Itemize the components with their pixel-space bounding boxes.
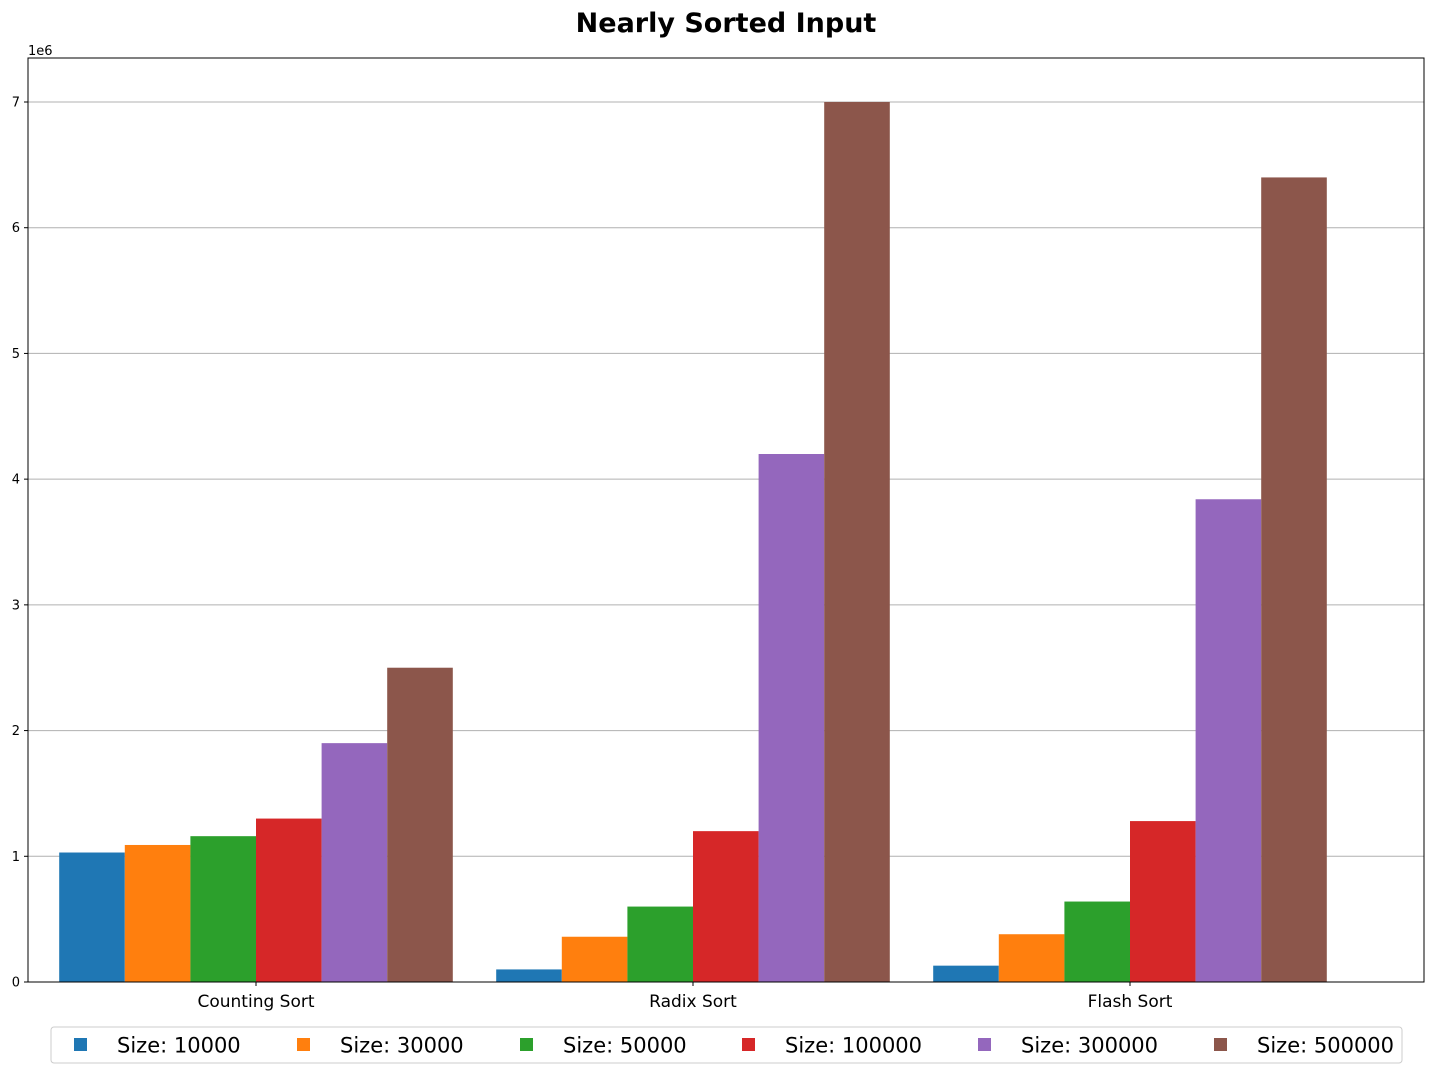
- chart-title: Nearly Sorted Input: [576, 8, 877, 39]
- bar-counting-sort-series-4: [321, 743, 388, 982]
- legend-swatch-3: [742, 1038, 755, 1051]
- x-tick-label-1: Radix Sort: [649, 992, 737, 1012]
- legend-swatch-1: [297, 1038, 310, 1051]
- legend-swatch-5: [1214, 1038, 1227, 1051]
- y-axis-ticks: 0 1 2 3 4 5 6 7: [12, 96, 28, 991]
- legend-label-2: Size: 50000: [563, 1034, 687, 1058]
- bar-radix-sort-series-1: [561, 936, 628, 982]
- bar-counting-sort-series-3: [256, 818, 322, 982]
- legend-swatch-4: [978, 1038, 991, 1051]
- legend-frame: [50, 1026, 1403, 1064]
- y-tick-label-1: 1: [12, 850, 20, 865]
- y-tick-label-7: 7: [12, 96, 20, 111]
- legend-label-3: Size: 100000: [785, 1034, 922, 1058]
- legend-swatch-2: [520, 1038, 533, 1051]
- bar-flash-sort-series-1: [998, 934, 1065, 982]
- bar-radix-sort-series-3: [693, 831, 759, 982]
- legend-label-0: Size: 10000: [117, 1034, 241, 1058]
- bar-radix-sort-series-4: [758, 454, 825, 982]
- plot-frame: [27, 57, 1425, 983]
- y-tick-label-6: 6: [12, 221, 20, 236]
- legend-label-4: Size: 300000: [1021, 1034, 1158, 1058]
- bar-flash-sort-series-4: [1195, 499, 1262, 982]
- bar-flash-sort-series-2: [1064, 901, 1130, 982]
- x-axis-ticks: Counting Sort Radix Sort Flash Sort: [197, 982, 1173, 1012]
- y-axis-offset-label: 1e6: [28, 44, 53, 59]
- x-tick-label-0: Counting Sort: [197, 992, 314, 1012]
- legend: Size: 10000 Size: 30000 Size: 50000 Size: 1…: [50, 1026, 1403, 1064]
- bar-counting-sort-series-2: [190, 836, 256, 982]
- x-tick-label-2: Flash Sort: [1088, 992, 1173, 1012]
- bar-counting-sort-series-0: [59, 852, 125, 982]
- bar-counting-sort-series-5: [387, 667, 453, 982]
- bar-radix-sort-series-5: [824, 102, 890, 982]
- bar-radix-sort-series-0: [496, 969, 562, 982]
- y-tick-label-4: 4: [12, 473, 20, 488]
- gridlines: [28, 101, 1424, 857]
- legend-label-5: Size: 500000: [1257, 1034, 1394, 1058]
- legend-label-1: Size: 30000: [340, 1034, 464, 1058]
- y-tick-label-0: 0: [12, 976, 20, 991]
- bar-flash-sort-series-3: [1130, 821, 1196, 982]
- y-tick-label-3: 3: [12, 598, 20, 613]
- y-tick-label-2: 2: [12, 724, 20, 739]
- bar-flash-sort-series-0: [933, 965, 999, 982]
- bar-flash-sort-series-5: [1261, 177, 1327, 982]
- bars: [59, 102, 1327, 982]
- bar-counting-sort-series-1: [124, 844, 191, 982]
- y-tick-label-5: 5: [12, 347, 20, 362]
- bar-radix-sort-series-2: [627, 906, 693, 982]
- legend-swatch-0: [74, 1038, 87, 1051]
